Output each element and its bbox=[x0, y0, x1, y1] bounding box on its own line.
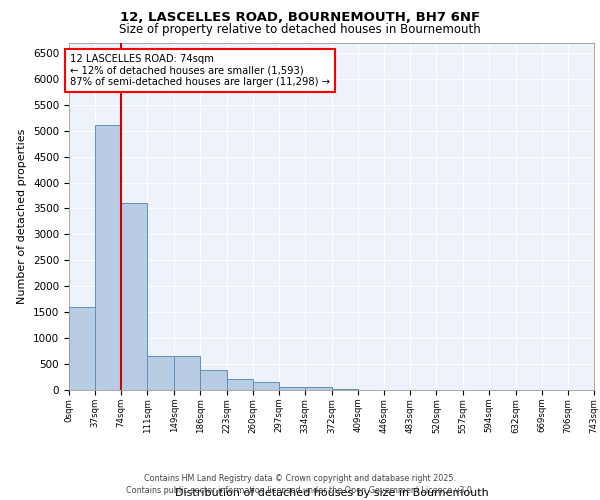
Bar bbox=[121, 204, 148, 390]
Bar bbox=[253, 382, 279, 390]
Bar bbox=[200, 370, 227, 390]
Text: Size of property relative to detached houses in Bournemouth: Size of property relative to detached ho… bbox=[119, 22, 481, 36]
Y-axis label: Number of detached properties: Number of detached properties bbox=[17, 128, 28, 304]
Bar bbox=[148, 356, 174, 390]
Bar bbox=[279, 388, 305, 390]
Text: 12, LASCELLES ROAD, BOURNEMOUTH, BH7 6NF: 12, LASCELLES ROAD, BOURNEMOUTH, BH7 6NF bbox=[120, 11, 480, 24]
Text: 12 LASCELLES ROAD: 74sqm
← 12% of detached houses are smaller (1,593)
87% of sem: 12 LASCELLES ROAD: 74sqm ← 12% of detach… bbox=[70, 54, 331, 87]
Text: Contains HM Land Registry data © Crown copyright and database right 2025.
Contai: Contains HM Land Registry data © Crown c… bbox=[126, 474, 474, 495]
Bar bbox=[174, 356, 200, 390]
Bar bbox=[95, 126, 121, 390]
Bar bbox=[227, 378, 253, 390]
Bar bbox=[69, 307, 95, 390]
Bar bbox=[305, 388, 332, 390]
X-axis label: Distribution of detached houses by size in Bournemouth: Distribution of detached houses by size … bbox=[175, 488, 488, 498]
